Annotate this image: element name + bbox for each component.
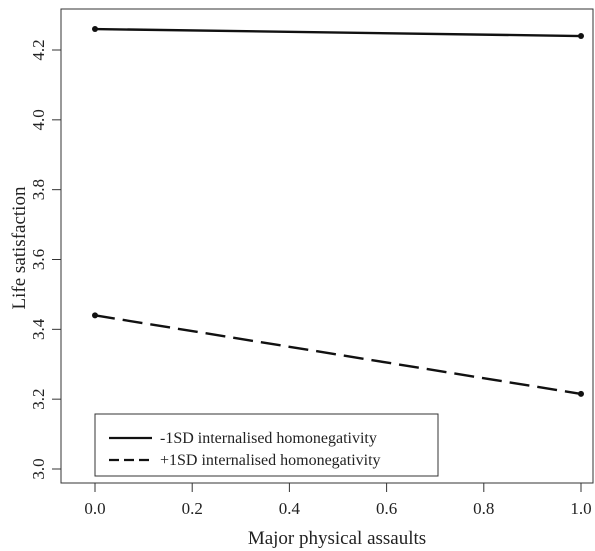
y-axis-title: Life satisfaction	[9, 186, 30, 309]
data-point	[578, 33, 584, 40]
data-point	[92, 26, 98, 33]
y-tick-label: 4.0	[29, 109, 48, 130]
x-tick-label: 0.4	[279, 499, 301, 518]
series-line-dashed	[94, 314, 582, 396]
plot-frame	[60, 8, 594, 484]
x-tick-label: 1.0	[570, 499, 591, 518]
legend-label-dashed: +1SD internalised homonegativity	[160, 452, 381, 469]
series-line-solid	[94, 27, 582, 38]
x-axis: 0.0 0.2 0.4 0.6 0.8 1.0	[84, 483, 592, 518]
legend: -1SD internalised homonegativity +1SD in…	[94, 413, 439, 477]
y-tick-label: 3.0	[29, 458, 48, 479]
y-axis: 3.0 3.2 3.4 3.6 3.8 4.0 4.2	[29, 39, 61, 480]
y-tick-label: 4.2	[29, 39, 48, 60]
data-point	[578, 390, 584, 397]
x-tick-label: 0.0	[84, 499, 105, 518]
y-tick-label: 3.4	[29, 318, 48, 340]
y-tick-label: 3.8	[29, 179, 48, 200]
x-axis-title: Major physical assaults	[248, 528, 426, 549]
x-tick-label: 0.6	[376, 499, 397, 518]
y-tick-label: 3.2	[29, 389, 48, 410]
x-tick-label: 0.8	[473, 499, 494, 518]
y-tick-label: 3.6	[29, 249, 48, 270]
data-point	[92, 312, 98, 319]
x-tick-label: 0.2	[182, 499, 203, 518]
series-layer	[92, 26, 584, 397]
legend-label-solid: -1SD internalised homonegativity	[160, 430, 377, 447]
legend-box	[94, 413, 439, 477]
